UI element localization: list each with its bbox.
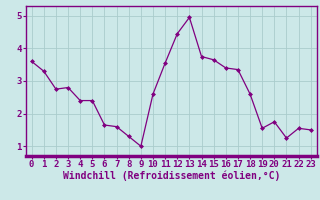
X-axis label: Windchill (Refroidissement éolien,°C): Windchill (Refroidissement éolien,°C) (62, 171, 280, 181)
